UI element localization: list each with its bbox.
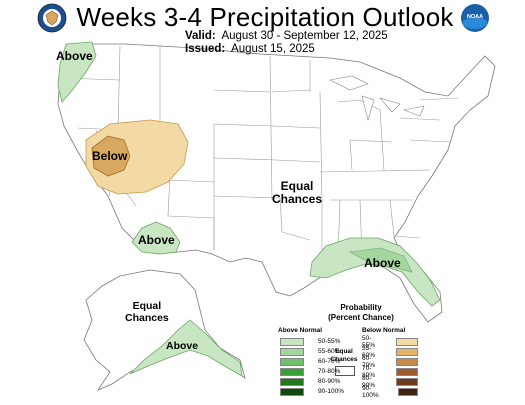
- legend-title: Probability (Percent Chance): [328, 303, 394, 322]
- commerce-seal-icon: [37, 3, 67, 33]
- great-lakes: [329, 75, 425, 122]
- legend-above-swatch: [280, 357, 304, 366]
- gulf-coast-above-region: [309, 237, 441, 307]
- southwest-above-region: [131, 221, 181, 255]
- legend-below-swatch: [396, 337, 418, 346]
- legend-above-row: 80-90%: [280, 377, 341, 386]
- legend-above-label: 70-80%: [318, 368, 341, 375]
- legend-above-swatch: [280, 347, 304, 356]
- legend-above-swatch: [280, 377, 304, 386]
- date-info: Valid: August 30 - September 12, 2025 Is…: [185, 30, 388, 56]
- legend-above-label: 50-55%: [318, 338, 341, 345]
- legend-above-row: 70-80%: [280, 367, 341, 376]
- legend-below-label: 55-60%: [362, 344, 376, 359]
- legend-above-row: 50-55%: [280, 337, 341, 346]
- noaa-logo-text: NOAA: [467, 14, 483, 20]
- legend-below-heading: Below Normal: [362, 327, 406, 334]
- legend-above-row: 60-70%: [280, 357, 341, 366]
- legend-below-swatch: [396, 377, 418, 386]
- legend-below-row: 55-60%: [362, 345, 418, 359]
- legend-below-row: 90-100%: [362, 385, 418, 399]
- legend-below-label: 70-80%: [362, 364, 376, 379]
- page-title: Weeks 3-4 Precipitation Outlook: [76, 2, 454, 32]
- legend-below-swatch: [396, 347, 418, 356]
- legend-above-label: 55-60%: [318, 348, 341, 355]
- issued-value: August 15, 2025: [231, 43, 315, 55]
- gulf-coast-above-core: [349, 247, 413, 273]
- legend-below-row: 70-80%: [362, 365, 418, 379]
- issued-line: Issued: August 15, 2025: [185, 43, 388, 56]
- label-pacific-nw: Above: [56, 49, 93, 63]
- label-southwest: Above: [138, 233, 175, 247]
- valid-label: Valid:: [185, 30, 216, 42]
- noaa-logo-icon: NOAA: [461, 4, 489, 32]
- legend-below-row: 50-55%: [362, 335, 418, 349]
- issued-label: Issued:: [185, 43, 226, 55]
- legend: Probability (Percent Chance) Above Norma…: [278, 303, 418, 403]
- legend-above-swatch: [280, 387, 304, 396]
- legend-below-label: 60-70%: [362, 354, 376, 369]
- alaska-above-region: [129, 319, 243, 377]
- label-alaska-interior: Equal Chances: [125, 300, 169, 324]
- legend-above-swatch: [280, 337, 304, 346]
- legend-above-label: 90-100%: [318, 388, 345, 395]
- great-basin-below-core: [91, 135, 131, 177]
- legend-above-row: 55-60%: [280, 347, 341, 356]
- legend-above-swatch: [280, 367, 304, 376]
- legend-below-swatch: [397, 387, 418, 396]
- valid-line: Valid: August 30 - September 12, 2025: [185, 30, 388, 43]
- label-alaska-south: Above: [166, 340, 199, 352]
- legend-above-row: 90-100%: [280, 387, 345, 396]
- legend-equal-swatch: [335, 366, 355, 376]
- legend-below-swatch: [396, 357, 418, 366]
- label-gulf-coast: Above: [364, 256, 401, 270]
- legend-below-swatch: [396, 367, 418, 376]
- pacific-nw-above-region: [57, 41, 97, 103]
- legend-above-label: 80-90%: [318, 378, 341, 385]
- legend-above-heading: Above Normal: [278, 327, 323, 334]
- legend-below-row: 60-70%: [362, 355, 418, 369]
- legend-below-label: 90-100%: [362, 384, 379, 399]
- legend-below-label: 80-90%: [362, 374, 376, 389]
- label-great-basin: Below: [92, 149, 128, 163]
- legend-below-row: 80-90%: [362, 375, 418, 389]
- legend-below-label: 50-55%: [362, 334, 376, 349]
- valid-value: August 30 - September 12, 2025: [221, 30, 388, 42]
- legend-equal-label: Equal Chances: [330, 348, 358, 363]
- label-central: Equal Chances: [272, 179, 323, 206]
- legend-above-label: 60-70%: [318, 358, 341, 365]
- alaska-outline: [83, 269, 246, 391]
